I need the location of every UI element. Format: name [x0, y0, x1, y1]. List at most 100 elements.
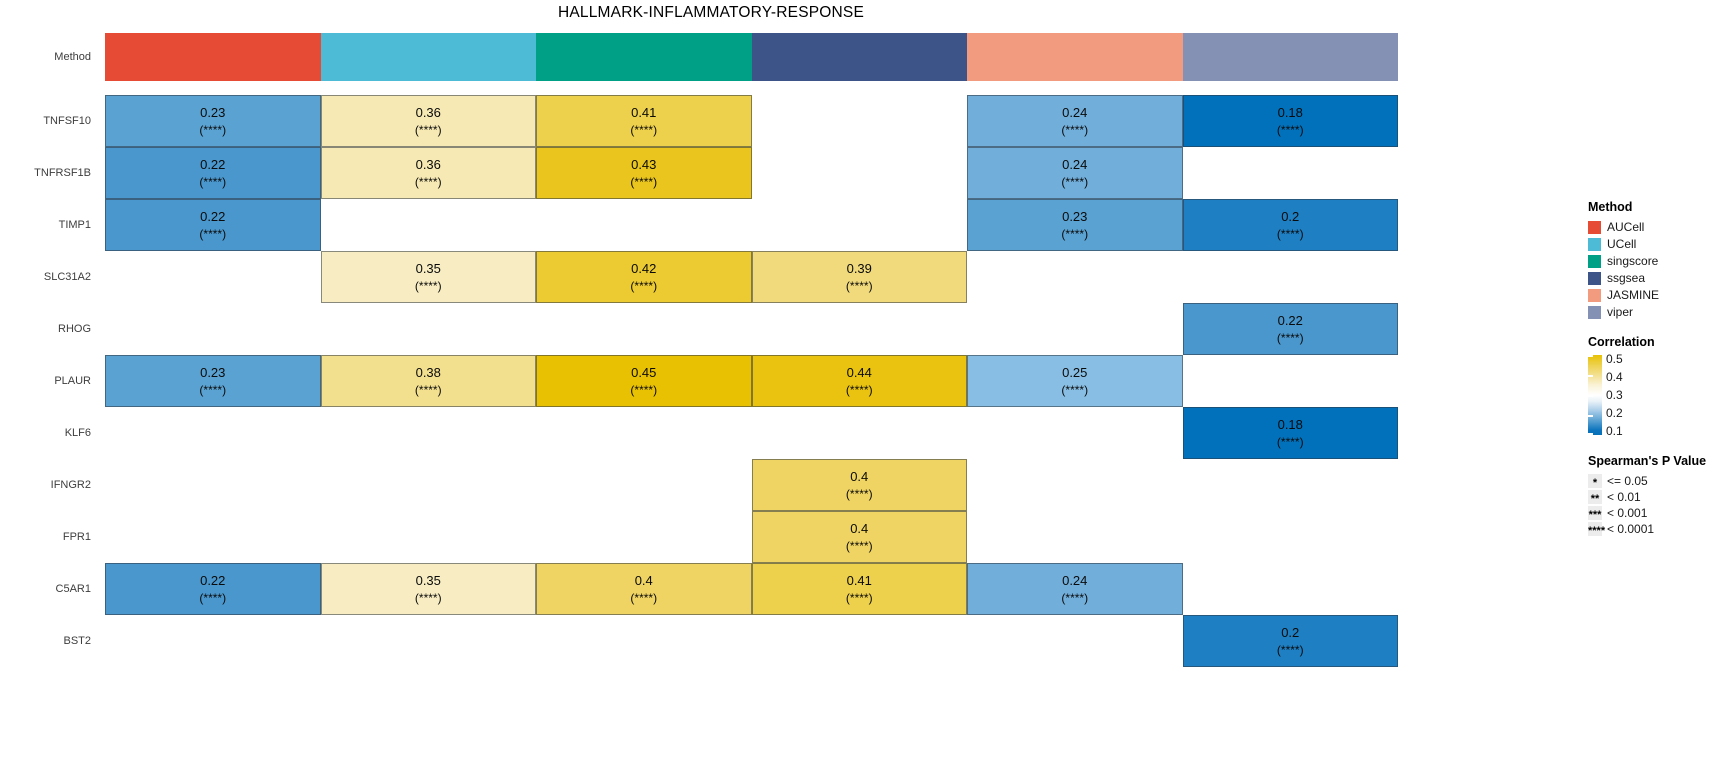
cell-significance: (****) [845, 486, 873, 501]
significance-stars: **** [1588, 522, 1605, 537]
correlation-tick-0.4: 0.4 [1606, 370, 1623, 384]
cell-significance: (****) [199, 590, 227, 605]
cell-IFNGR2-viper [1183, 459, 1399, 511]
cell-value: 0.4 [850, 469, 869, 485]
cell-value: 0.24 [1062, 105, 1088, 121]
cell-SLC31A2-singscore: 0.42 (****) [536, 251, 752, 303]
cell-SLC31A2-JASMINE [967, 251, 1183, 303]
cell-value: 0.18 [1277, 105, 1303, 121]
colorbar-tick-dash [1588, 432, 1593, 435]
method-swatch-icon [1588, 254, 1601, 268]
method-item-label: AUCell [1607, 220, 1645, 234]
method-swatch-icon [1588, 220, 1601, 234]
method-legend-items: AUCell UCell singscore ssgsea JASMINE viper [1588, 220, 1728, 319]
cell-value: 0.41 [846, 573, 872, 589]
heatmap-row-C5AR1: 0.22 (****) 0.35 (****) 0.4 (****) 0.41 (****) 0… [105, 563, 1398, 615]
cell-SLC31A2-viper [1183, 251, 1399, 303]
correlation-colorbar-wrap: 0.5 0.4 0.3 0.2 0.1 [1588, 352, 1728, 438]
correlation-colorbar [1588, 355, 1602, 435]
cell-TIMP1-singscore [536, 199, 752, 251]
row-label-TNFRSF1B: TNFRSF1B [34, 167, 91, 179]
cell-value: 0.24 [1062, 573, 1088, 589]
cell-value: 0.22 [200, 573, 226, 589]
method-item-label: JASMINE [1607, 288, 1660, 302]
method-legend-item-JASMINE: JASMINE [1588, 288, 1728, 302]
cell-value: 0.24 [1062, 157, 1088, 173]
method-item-label: viper [1607, 305, 1634, 319]
cell-PLAUR-viper [1183, 355, 1399, 407]
heatmap-row-IFNGR2: 0.4 (****) [105, 459, 1398, 511]
cell-value: 0.23 [200, 105, 226, 121]
correlation-tick-0.2: 0.2 [1606, 406, 1623, 420]
cell-significance: (****) [1276, 642, 1304, 657]
cell-TNFRSF1B-UCell: 0.36 (****) [320, 147, 536, 199]
cell-significance: (****) [414, 590, 442, 605]
cell-C5AR1-UCell: 0.35 (****) [320, 563, 536, 615]
cell-BST2-viper: 0.2 (****) [1182, 615, 1398, 667]
cell-BST2-ssgsea [752, 615, 968, 667]
cell-C5AR1-viper [1183, 563, 1399, 615]
cell-significance: (****) [414, 382, 442, 397]
cell-PLAUR-AUCell: 0.23 (****) [105, 355, 321, 407]
cell-significance: (****) [1276, 122, 1304, 137]
heatmap-grid: 0.23 (****) 0.36 (****) 0.41 (****) 0.24 (****)… [105, 95, 1398, 667]
cell-significance: (****) [199, 226, 227, 241]
cell-TNFSF10-UCell: 0.36 (****) [320, 95, 536, 147]
cell-value: 0.4 [850, 521, 869, 537]
cell-significance: (****) [845, 382, 873, 397]
row-label-TIMP1: TIMP1 [58, 219, 91, 231]
cell-BST2-JASMINE [967, 615, 1183, 667]
cell-significance: (****) [1061, 590, 1089, 605]
heatmap-row-TIMP1: 0.22 (****) 0.23 (****) 0.2 (****) [105, 199, 1398, 251]
heatmap-row-TNFSF10: 0.23 (****) 0.36 (****) 0.41 (****) 0.24 (****)… [105, 95, 1398, 147]
method-column-AUCell [105, 33, 321, 81]
row-label-IFNGR2: IFNGR2 [50, 479, 91, 491]
cell-FPR1-viper [1183, 511, 1399, 563]
row-label-PLAUR: PLAUR [54, 375, 91, 387]
method-item-label: UCell [1607, 237, 1637, 251]
heatmap-row-RHOG: 0.22 (****) [105, 303, 1398, 355]
cell-IFNGR2-AUCell [105, 459, 321, 511]
cell-IFNGR2-singscore [536, 459, 752, 511]
colorbar-tick-dash [1588, 375, 1593, 377]
cell-TNFRSF1B-viper [1183, 147, 1399, 199]
heatmap-row-SLC31A2: 0.35 (****) 0.42 (****) 0.39 (****) [105, 251, 1398, 303]
heatmap-row-TNFRSF1B: 0.22 (****) 0.36 (****) 0.43 (****) 0.24 (****) [105, 147, 1398, 199]
method-item-label: ssgsea [1607, 271, 1646, 285]
cell-FPR1-singscore [536, 511, 752, 563]
cell-TIMP1-JASMINE: 0.23 (****) [967, 199, 1183, 251]
cell-significance: (****) [630, 174, 658, 189]
method-column-viper [1182, 33, 1398, 81]
cell-value: 0.41 [631, 105, 657, 121]
cell-TIMP1-viper: 0.2 (****) [1182, 199, 1398, 251]
cell-C5AR1-ssgsea: 0.41 (****) [751, 563, 967, 615]
cell-KLF6-JASMINE [967, 407, 1183, 459]
correlation-tick-labels: 0.5 0.4 0.3 0.2 0.1 [1606, 352, 1623, 438]
cell-significance: (****) [630, 382, 658, 397]
cell-FPR1-JASMINE [967, 511, 1183, 563]
correlation-tick-0.5: 0.5 [1606, 352, 1623, 366]
cell-significance: (****) [414, 174, 442, 189]
cell-value: 0.36 [415, 157, 441, 173]
pvalue-legend-items: * <= 0.05 ** < 0.01 *** < 0.001 **** < 0.0001 [1588, 474, 1728, 537]
pvalue-item-4star: **** < 0.0001 [1588, 522, 1728, 537]
method-legend-title: Method [1588, 200, 1633, 214]
cell-PLAUR-singscore: 0.45 (****) [536, 355, 752, 407]
colorbar-tick-dash [1588, 355, 1593, 357]
heatmap-row-BST2: 0.2 (****) [105, 615, 1398, 667]
chart-title: HALLMARK-INFLAMMATORY-RESPONSE [557, 4, 865, 21]
cell-significance: (****) [1061, 122, 1089, 137]
significance-stars: *** [1588, 506, 1602, 521]
cell-value: 0.44 [846, 365, 872, 381]
cell-significance: (****) [1061, 174, 1089, 189]
row-label-FPR1: FPR1 [62, 531, 91, 543]
cell-value: 0.45 [631, 365, 657, 381]
row-label-SLC31A2: SLC31A2 [43, 271, 91, 283]
row-label-C5AR1: C5AR1 [55, 583, 91, 595]
cell-IFNGR2-JASMINE [967, 459, 1183, 511]
method-swatch-icon [1588, 271, 1601, 285]
cell-value: 0.35 [415, 261, 441, 277]
cell-RHOG-AUCell [105, 303, 321, 355]
method-swatch-icon [1588, 237, 1601, 251]
cell-RHOG-JASMINE [967, 303, 1183, 355]
